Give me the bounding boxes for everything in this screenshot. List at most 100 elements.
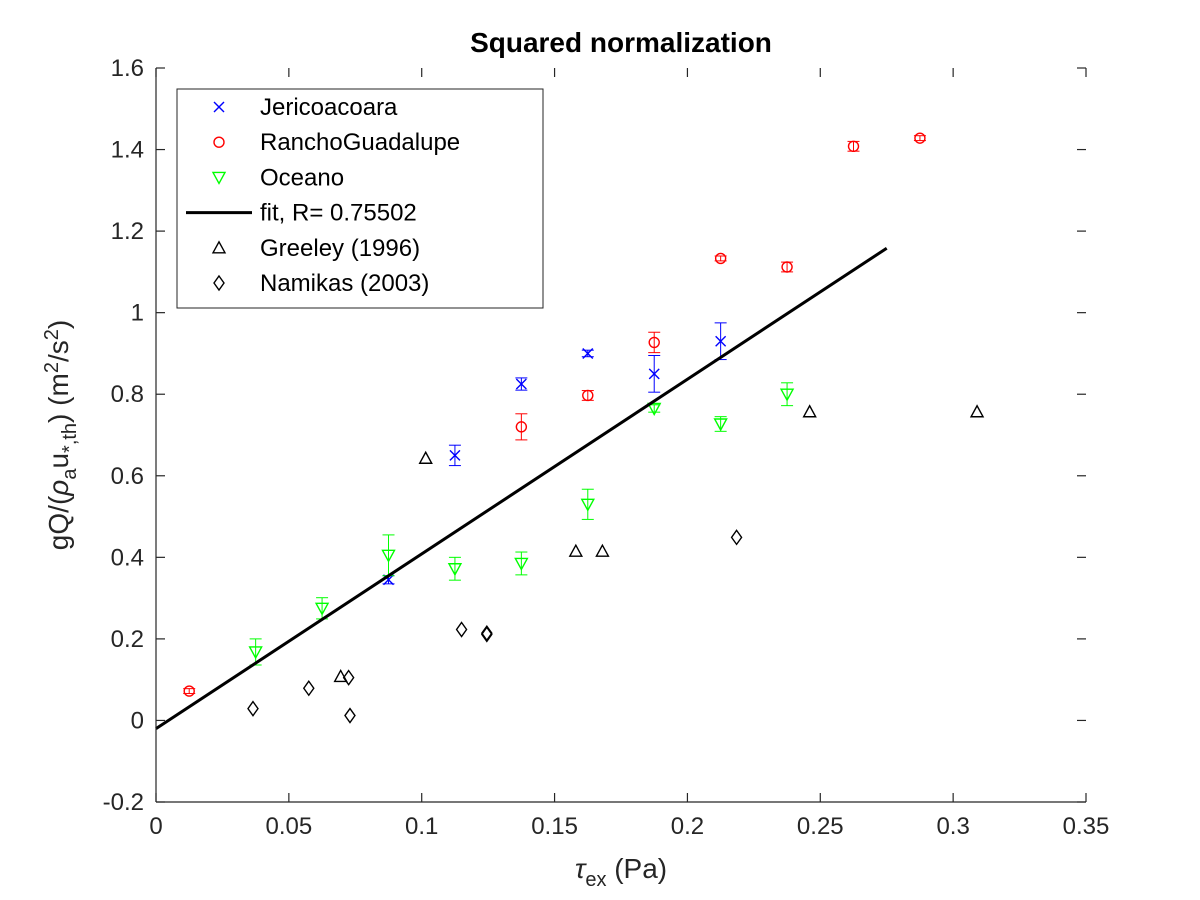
data-point [648,336,660,349]
error-bar [581,488,594,520]
axes [155,68,1086,803]
legend-item: fit, R= 0.75502 [186,200,417,227]
x-tick-label: 0.15 [531,813,578,840]
legend-label: Oceano [260,164,344,191]
y-axis-label-u: u [43,453,74,469]
data-point [781,261,793,273]
legend-marker [213,136,225,148]
legend-box [176,88,544,309]
data-point [847,140,860,152]
data-point [247,700,259,717]
y-axis-label-sub-th: *,th [59,423,81,453]
legend-marker [211,171,227,185]
data-point [514,557,529,571]
data-point [582,347,594,359]
series-oceano [248,382,795,666]
x-axis-label-symbol: τ [575,853,587,884]
error-bar [781,382,794,407]
data-point [779,388,795,402]
data-point [248,646,263,660]
data-point [447,563,463,577]
error-bar [515,551,528,576]
y-axis-label-part4: ) [43,320,74,329]
y-tick-label: 1.4 [111,137,144,164]
legend-marker [213,101,225,113]
legend-label: Namikas (2003) [260,270,429,297]
legend-label: fit, R= 0.75502 [260,200,417,227]
y-tick-label: 0.8 [111,381,144,408]
data-point [302,680,315,697]
y-axis-label-part3: /s [43,340,74,362]
x-ticks: 0 0.05 0.1 0.15 0.2 0.25 0.3 0.35 [149,68,1109,840]
y-axis-label: gQ/(ρau*,th) (m2/s2) [41,320,81,550]
x-tick-label: 0.2 [671,813,704,840]
legend-item: Namikas (2003) [213,270,429,297]
data-point [515,421,528,433]
x-axis-label-subscript: ex [585,869,606,891]
marker-stroke [213,101,225,113]
series-greeley-1996 [333,404,985,683]
legend: Jericoacoara RanchoGuadalupe Oceano fit, R=… [176,88,544,309]
legend-marker [213,274,225,292]
data-point [580,498,595,512]
data-point [914,132,926,144]
y-axis-label-sup2: 2 [41,329,63,340]
x-tick-label: 0.25 [797,813,844,840]
series-jericoacoara [382,322,727,586]
y-axis-label-sub-a: a [59,468,81,480]
data-point [582,389,594,402]
data-point [714,252,727,265]
data-layer [155,132,985,730]
y-ticks: -0.2 0 0.2 0.4 0.6 0.8 1 1.2 1.4 1.6 [103,55,1086,816]
legend-item: RanchoGuadalupe [213,129,460,156]
data-point [802,404,817,418]
data-point [568,543,584,557]
legend-label: Jericoacoara [260,94,398,121]
y-axis-label-part1: gQ/( [43,495,74,550]
data-point [969,404,985,418]
legend-marker [211,240,227,254]
data-point [418,450,433,464]
error-bar [515,413,528,441]
y-tick-label: 1.6 [111,55,144,82]
data-point [449,449,461,461]
marker-stroke [648,368,660,380]
y-tick-label: -0.2 [103,789,144,816]
legend-item: Greeley (1996) [211,235,420,262]
y-axis-label-part2: ) (m [43,373,74,423]
marker-stroke [582,347,594,359]
data-point [480,626,493,643]
data-point [333,668,348,683]
fit-line [155,246,888,730]
y-axis-label-rho: ρ [43,480,74,497]
data-point [715,335,727,347]
data-point [314,602,330,616]
error-bar [448,556,461,581]
data-point [183,685,195,697]
x-axis-label-unit: (Pa) [606,853,667,884]
data-point [647,402,662,416]
y-tick-label: 1 [131,300,144,327]
x-axis-label: τex (Pa) [575,853,667,891]
x-tick-label: 0.35 [1063,813,1110,840]
legend-label: Greeley (1996) [260,235,420,262]
legend-item: Oceano [211,164,344,191]
marker-stroke [515,378,527,390]
data-point [344,707,356,724]
data-point [455,621,468,638]
legend-item: Jericoacoara [213,94,398,121]
x-tick-label: 0.3 [936,813,969,840]
chart-title: Squared normalization [470,27,772,58]
data-point [480,624,493,642]
error-bar [648,331,661,354]
y-axis-label-sup1: 2 [41,362,63,373]
series-namikas-2003 [247,529,743,724]
series-ranchoguadalupe [183,132,926,697]
x-tick-label: 0.1 [405,813,438,840]
data-point [730,529,743,546]
y-tick-label: 0.4 [111,544,144,571]
data-point [648,368,660,380]
y-tick-label: 0 [131,707,144,734]
data-point [713,418,728,432]
